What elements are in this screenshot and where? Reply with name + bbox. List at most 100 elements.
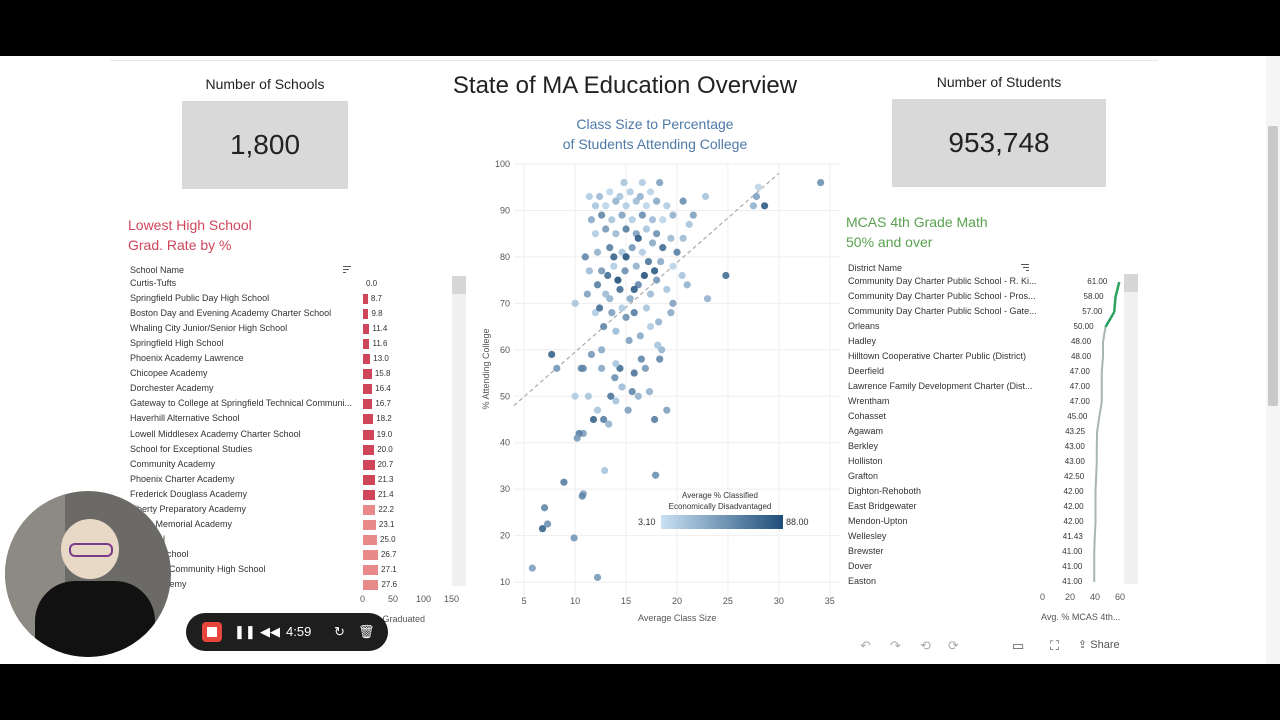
scatter-point: [638, 178, 646, 187]
scatter-point: [538, 525, 547, 533]
mcas-value: 47.00: [1069, 397, 1090, 406]
grad-bar[interactable]: [363, 399, 373, 410]
scatter-point: [703, 295, 712, 303]
scatter-point: [606, 188, 614, 196]
mcas-line-segment: [1096, 416, 1101, 433]
mcas-value: 43.25: [1065, 427, 1086, 436]
grad-title-line1: Lowest High School: [128, 217, 252, 233]
scatter-point: [653, 197, 661, 205]
undo-icon[interactable]: ↶: [860, 638, 871, 653]
y-tick-label: 70: [500, 298, 510, 308]
grad-value: 26.7: [380, 549, 397, 559]
delete-icon[interactable]: 🗑: [358, 624, 375, 639]
scatter-point: [571, 299, 579, 307]
refresh-icon[interactable]: ⟳: [948, 638, 959, 653]
grad-axis-tick: 100: [416, 594, 432, 604]
scatter-point: [598, 346, 606, 354]
glasses: [69, 543, 113, 557]
grad-bar[interactable]: [363, 519, 376, 530]
school-name: Phoenix Charter Academy: [130, 473, 235, 484]
scatter-point: [560, 478, 568, 486]
grad-value: 27.1: [381, 564, 397, 574]
grad-bar[interactable]: [363, 474, 375, 485]
scatter-point: [637, 355, 645, 363]
grad-bar[interactable]: [363, 414, 374, 425]
page-scrollbar-thumb[interactable]: [1268, 126, 1278, 406]
scatter-point: [593, 573, 602, 582]
grad-bar[interactable]: [363, 504, 376, 515]
grad-bar[interactable]: [363, 489, 375, 500]
fullscreen-icon[interactable]: ⛶: [1050, 638, 1060, 653]
mcas-value: 43.00: [1064, 457, 1085, 466]
grad-bar[interactable]: [363, 339, 370, 350]
grad-bar[interactable]: [363, 534, 377, 545]
scatter-point: [608, 216, 616, 224]
grad-bar[interactable]: [363, 459, 375, 470]
scatter-point: [584, 392, 592, 400]
device-layout-icon[interactable]: ▭: [1012, 638, 1025, 653]
mcas-scrollbar[interactable]: [1124, 274, 1138, 584]
x-tick-label: 15: [621, 596, 631, 606]
scatter-point: [604, 271, 612, 280]
mcas-scrollbar-thumb[interactable]: [1124, 274, 1138, 292]
sort-icon[interactable]: [1021, 264, 1029, 272]
x-tick-label: 10: [570, 596, 580, 606]
scatter-point: [575, 429, 583, 438]
grad-bar[interactable]: [363, 564, 379, 575]
scatter-point: [656, 355, 664, 363]
mcas-line-segment: [1093, 521, 1097, 538]
grad-bar[interactable]: [363, 309, 369, 320]
district-name-column-header[interactable]: District Name: [848, 263, 903, 273]
share-button[interactable]: ⇪ Share: [1078, 639, 1120, 651]
mcas-axis-tick: 20: [1065, 592, 1076, 602]
grad-scrollbar[interactable]: [452, 276, 466, 586]
grad-bar[interactable]: [363, 384, 373, 395]
grad-bar[interactable]: [363, 294, 368, 305]
scatter-point: [587, 350, 596, 359]
grad-bar[interactable]: [363, 324, 370, 335]
mcas-value: 48.00: [1071, 337, 1092, 346]
grad-bar[interactable]: [363, 429, 374, 440]
scatter-point: [618, 304, 626, 312]
scatter-point: [593, 248, 602, 256]
schools-kpi-label: Number of Schools: [205, 76, 325, 92]
scatter-point: [620, 178, 628, 187]
school-name-column-header[interactable]: School Name: [130, 265, 185, 275]
stop-recording-button[interactable]: [202, 622, 222, 642]
grad-bar[interactable]: [363, 369, 372, 380]
restart-icon[interactable]: ↻: [334, 624, 345, 639]
school-name: Whaling City Junior/Senior High School: [130, 323, 288, 334]
scatter-point: [612, 327, 620, 335]
scatter-point: [656, 178, 664, 187]
mcas-line-segment: [1098, 401, 1103, 418]
mcas-value: 43.00: [1064, 442, 1085, 451]
grad-scrollbar-thumb[interactable]: [452, 276, 466, 294]
grad-bar[interactable]: [363, 580, 379, 590]
scatter-point: [622, 225, 630, 233]
school-name: Springfield High School: [130, 338, 224, 349]
pause-icon[interactable]: ❚❚: [234, 624, 256, 639]
scatter-point: [553, 364, 561, 372]
scatter-point: [644, 257, 653, 266]
grad-bar[interactable]: [363, 444, 375, 455]
district-name: Brewster: [848, 546, 884, 556]
redo-icon[interactable]: ↷: [890, 638, 901, 653]
mcas-line-segment: [1100, 356, 1104, 373]
scatter-point: [701, 192, 710, 201]
scatter-y-axis-label: % Attending College: [481, 328, 491, 410]
revert-icon[interactable]: ⟲: [920, 638, 931, 653]
mcas-value: 57.00: [1082, 307, 1103, 316]
legend-title-line2: Economically Disadvantaged: [668, 502, 772, 511]
school-name: Phoenix Academy Lawrence: [130, 353, 244, 364]
scatter-point: [659, 216, 667, 224]
page-scrollbar[interactable]: [1266, 56, 1280, 664]
district-name: Easton: [848, 576, 877, 586]
rewind-icon[interactable]: ◀◀: [260, 624, 280, 639]
grad-bar[interactable]: [363, 549, 378, 560]
mcas-panel-title: MCAS 4th Grade Math 50% and over: [846, 212, 988, 252]
scatter-point: [669, 211, 677, 219]
scatter-point: [621, 267, 629, 275]
grad-bar[interactable]: [363, 354, 371, 365]
sort-icon[interactable]: [343, 266, 351, 274]
scatter-point: [610, 253, 618, 261]
